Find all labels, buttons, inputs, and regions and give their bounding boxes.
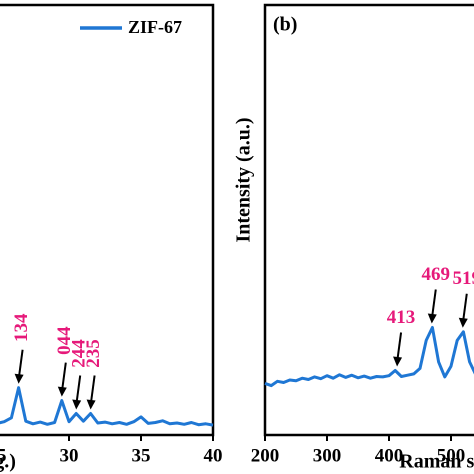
annotation-label: 134: [11, 313, 32, 342]
x-tick-label: 25: [0, 445, 7, 466]
x-tick-label: 300: [313, 445, 342, 466]
y-axis-label: Intensity (a.u.): [233, 117, 255, 242]
legend-label: ZIF-67: [128, 17, 182, 37]
annotation-label: 235: [83, 339, 104, 368]
arrow-head: [427, 313, 437, 324]
arrow-head: [393, 356, 403, 367]
x-tick-label: 500: [437, 445, 466, 466]
arrow-head: [57, 386, 67, 397]
x-axis-label: Raman shift (cm⁻¹): [399, 451, 474, 473]
x-tick-label: 200: [251, 445, 280, 466]
annotation-label: 519: [453, 268, 474, 289]
arrow-head: [458, 317, 468, 328]
panel-label: (b): [273, 14, 297, 36]
annotation-label: 244: [69, 339, 90, 368]
plot-frame: [0, 3, 215, 437]
x-tick-label: 35: [132, 445, 151, 466]
x-axis-label: 2θ (deg.): [0, 451, 16, 473]
plot-frame: [263, 3, 474, 437]
x-tick-label: 400: [375, 445, 404, 466]
annotation-label: 044: [54, 326, 75, 355]
arrow-head: [14, 373, 24, 384]
arrow-head: [72, 399, 82, 410]
annotation-label: 413: [387, 307, 416, 328]
data-line: [0, 386, 214, 427]
x-tick-label: 30: [60, 445, 79, 466]
arrow-head: [86, 399, 96, 410]
x-tick-label: 40: [204, 445, 223, 466]
annotation-label: 469: [422, 264, 451, 285]
data-line: [264, 326, 474, 388]
